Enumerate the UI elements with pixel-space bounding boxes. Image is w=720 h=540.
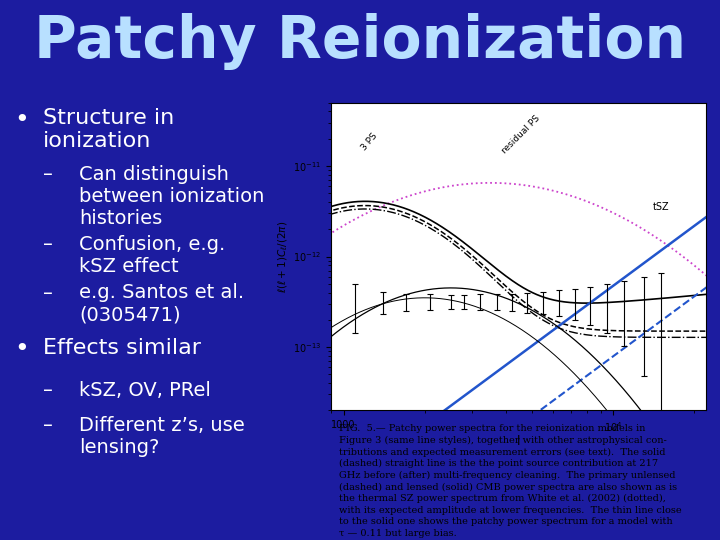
Text: –: – [43, 284, 53, 302]
Y-axis label: $\ell(\ell+1)C_\ell/(2\pi)$: $\ell(\ell+1)C_\ell/(2\pi)$ [276, 220, 290, 293]
Text: Structure in
ionization: Structure in ionization [43, 108, 174, 151]
Text: •: • [14, 338, 29, 361]
Text: Effects similar: Effects similar [43, 338, 201, 357]
Text: residual PS: residual PS [500, 114, 541, 156]
Text: –: – [43, 235, 53, 254]
Text: Can distinguish
between ionization
histories: Can distinguish between ionization histo… [79, 165, 264, 228]
Text: Confusion, e.g.
kSZ effect: Confusion, e.g. kSZ effect [79, 235, 225, 276]
Text: FIG.  5.— Patchy power spectra for the reionization models in
Figure 3 (same lin: FIG. 5.— Patchy power spectra for the re… [338, 424, 681, 537]
Text: kSZ, OV, PRel: kSZ, OV, PRel [79, 381, 211, 400]
Text: –: – [43, 381, 53, 400]
Text: e.g. Santos et al.
(0305471): e.g. Santos et al. (0305471) [79, 284, 244, 325]
X-axis label: l: l [517, 435, 520, 448]
Text: 3 PS: 3 PS [360, 132, 379, 153]
Text: Different z’s, use
lensing?: Different z’s, use lensing? [79, 416, 245, 457]
Text: –: – [43, 416, 53, 435]
Text: –: – [43, 165, 53, 184]
Text: tSZ: tSZ [652, 202, 670, 212]
Text: •: • [14, 108, 29, 132]
Text: Patchy Reionization: Patchy Reionization [34, 14, 686, 71]
